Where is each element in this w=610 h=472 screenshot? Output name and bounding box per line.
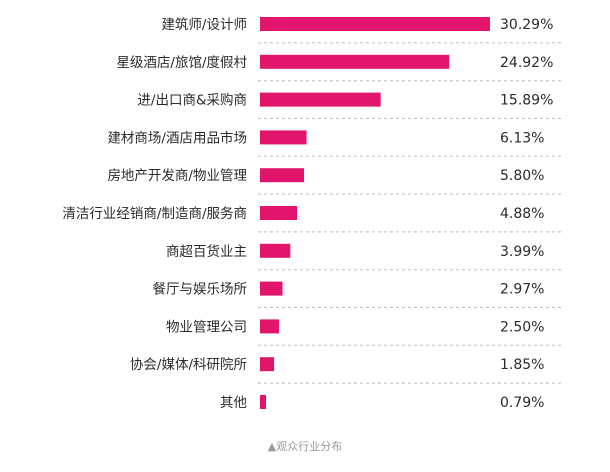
chart-caption: ▲观众行业分布: [267, 440, 343, 453]
bar: [260, 92, 381, 107]
category-label: 其他: [220, 395, 247, 411]
value-label: 2.97%: [500, 282, 544, 298]
value-label: 4.88%: [500, 206, 544, 222]
bar: [260, 243, 291, 258]
value-label: 24.92%: [500, 55, 553, 71]
bar: [260, 357, 275, 372]
category-label: 商超百货业主: [166, 243, 247, 260]
category-label: 进/出口商&采购商: [137, 93, 247, 109]
bar: [260, 130, 307, 145]
category-label: 星级酒店/旅馆/度假村: [116, 55, 247, 71]
bar: [260, 168, 305, 183]
category-label: 餐厅与娱乐场所: [153, 282, 248, 298]
value-label: 3.99%: [500, 244, 544, 260]
category-label: 清洁行业经销商/制造商/服务商: [62, 206, 247, 222]
value-label: 0.79%: [500, 395, 544, 411]
value-label: 15.89%: [500, 93, 553, 109]
category-label: 物业管理公司: [166, 319, 247, 335]
category-label: 房地产开发商/物业管理: [107, 168, 247, 184]
value-label: 2.50%: [500, 319, 544, 335]
bar: [260, 395, 266, 409]
value-label: 30.29%: [500, 17, 553, 33]
bar: [260, 319, 279, 334]
bar: [260, 281, 283, 296]
value-label: 5.80%: [500, 168, 544, 184]
category-label: 建材商场/酒店用品市场: [107, 129, 247, 146]
bar: [260, 54, 450, 69]
bar: [260, 206, 298, 220]
bar: [260, 17, 490, 31]
category-label: 协会/媒体/科研院所: [130, 357, 247, 373]
category-label: 建筑师/设计师: [161, 17, 247, 33]
value-label: 1.85%: [500, 357, 544, 373]
value-label: 6.13%: [500, 130, 544, 146]
